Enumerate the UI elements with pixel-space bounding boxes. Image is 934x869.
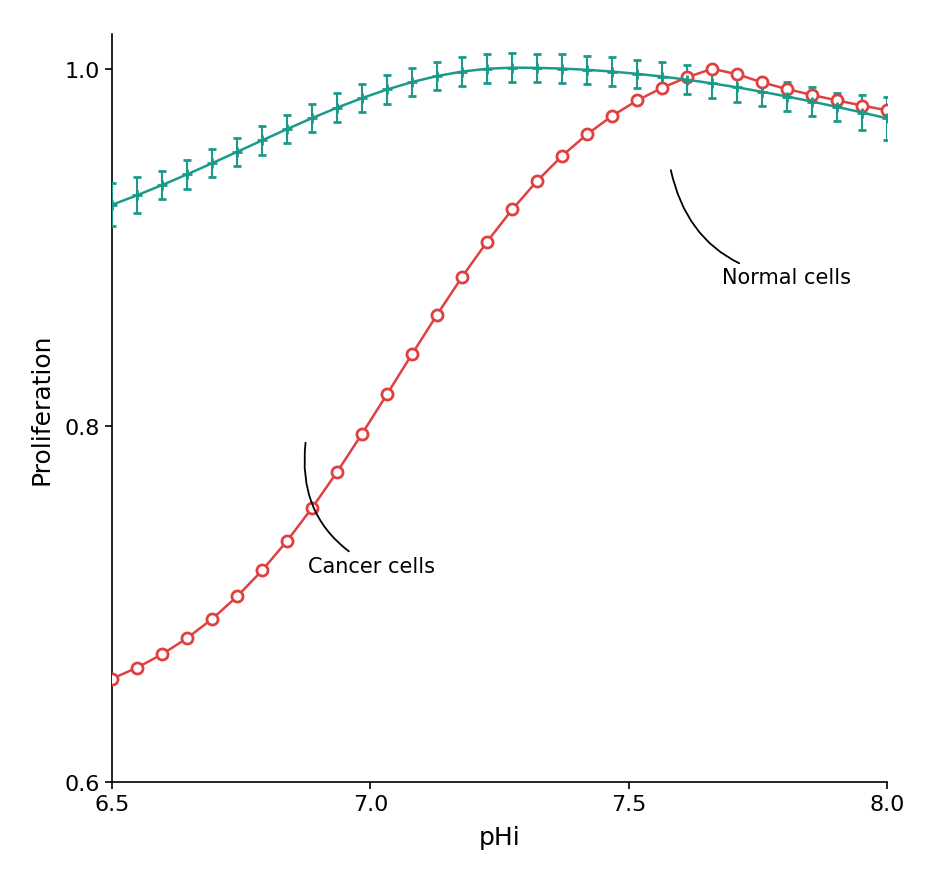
Text: Cancer cells: Cancer cells <box>304 443 435 576</box>
X-axis label: pHi: pHi <box>479 825 520 849</box>
Text: Normal cells: Normal cells <box>671 171 851 288</box>
Y-axis label: Proliferation: Proliferation <box>30 333 54 484</box>
